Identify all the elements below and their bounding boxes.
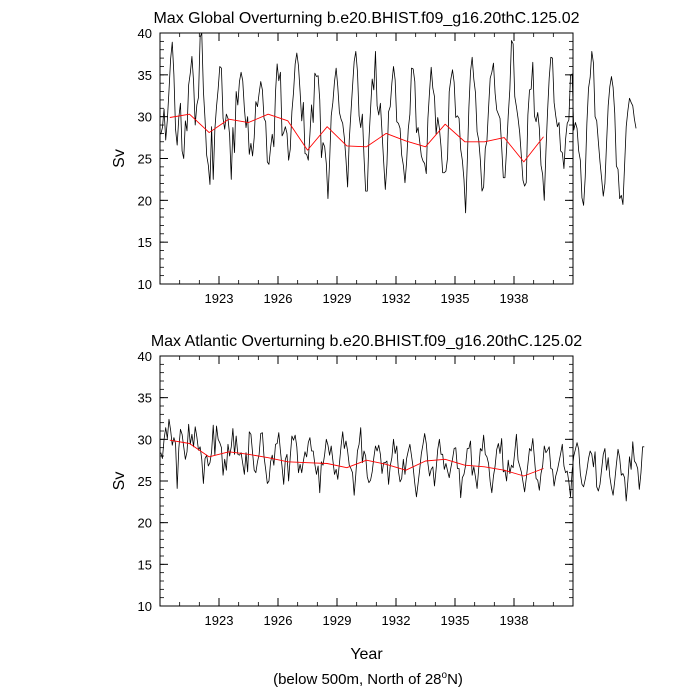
x-tick-label: 1935: [441, 291, 470, 306]
y-axis-label: Sv: [111, 149, 128, 168]
chart-title: Max Global Overturning b.e20.BHIST.f09_g…: [153, 10, 579, 27]
y-tick-label: 10: [138, 277, 152, 292]
y-tick-label: 25: [138, 474, 152, 489]
footer-note: (below 500m, North of 28oN): [273, 670, 463, 688]
global-overturning-panel: Max Global Overturning b.e20.BHIST.f09_g…: [111, 10, 637, 306]
y-tick-label: 10: [138, 599, 152, 614]
y-tick-label: 15: [138, 557, 152, 572]
footer-note-end: N): [447, 671, 463, 688]
monthly-series-line: [160, 32, 637, 214]
y-tick-label: 30: [138, 432, 152, 447]
x-tick-label: 1929: [323, 613, 352, 628]
x-tick-label: 1923: [205, 613, 234, 628]
footer-degree-sup: o: [442, 670, 448, 681]
y-axis-label: Sv: [111, 472, 128, 491]
x-tick-label: 1932: [382, 613, 411, 628]
plot-frame: [159, 32, 574, 285]
x-tick-label: 1923: [205, 291, 234, 306]
y-tick-label: 15: [138, 235, 152, 250]
y-tick-label: 25: [138, 152, 152, 167]
x-tick-label: 1929: [323, 291, 352, 306]
chart-title: Max Atlantic Overturning b.e20.BHIST.f09…: [151, 333, 582, 350]
y-tick-label: 20: [138, 516, 152, 531]
monthly-series-line: [160, 418, 645, 502]
x-tick-label: 1932: [382, 291, 411, 306]
atlantic-overturning-panel: Max Atlantic Overturning b.e20.BHIST.f09…: [111, 333, 645, 663]
y-tick-label: 30: [138, 110, 152, 125]
x-tick-label: 1938: [500, 291, 529, 306]
y-tick-label: 40: [138, 349, 152, 364]
y-tick-label: 20: [138, 193, 152, 208]
footer-note-main: (below 500m, North of 28: [273, 671, 441, 688]
x-tick-label: 1938: [500, 613, 529, 628]
y-tick-label: 35: [138, 68, 152, 83]
plot-frame: [159, 355, 574, 607]
y-tick-label: 35: [138, 391, 152, 406]
x-tick-label: 1926: [264, 291, 293, 306]
y-tick-label: 40: [138, 26, 152, 41]
x-tick-label: 1926: [264, 613, 293, 628]
annual-mean-series-line: [169, 113, 544, 163]
x-axis-label: Year: [350, 646, 383, 663]
annual-mean-series-line: [169, 439, 544, 477]
x-tick-label: 1935: [441, 613, 470, 628]
